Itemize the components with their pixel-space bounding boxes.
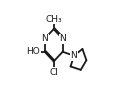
- Text: N: N: [59, 34, 66, 43]
- Text: CH₃: CH₃: [45, 15, 62, 23]
- Text: N: N: [41, 34, 48, 43]
- Text: HO: HO: [26, 47, 40, 56]
- Text: Cl: Cl: [49, 68, 58, 77]
- Text: N: N: [71, 51, 77, 60]
